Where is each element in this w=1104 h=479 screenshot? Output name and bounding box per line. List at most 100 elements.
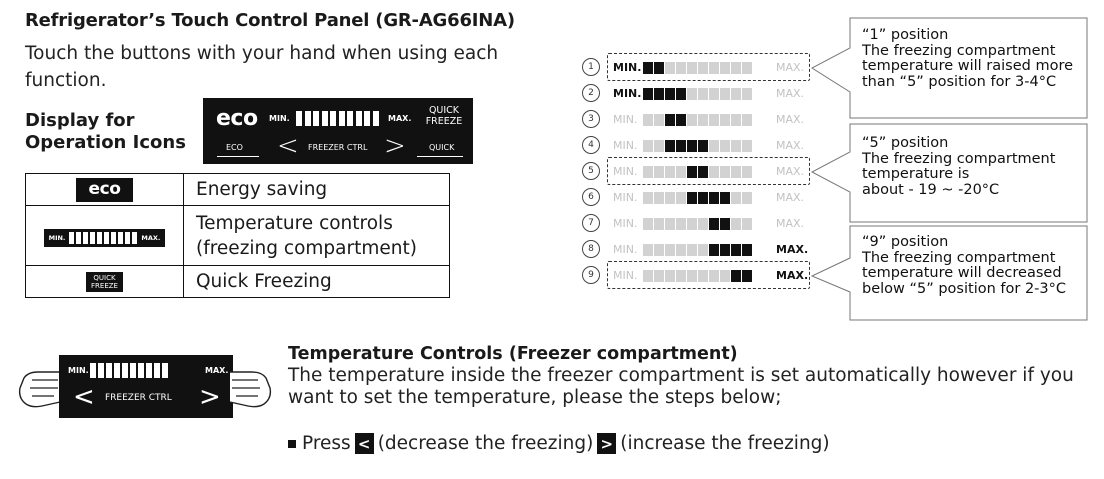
position-segment [654, 166, 664, 178]
bar-segment [138, 363, 144, 378]
position-segment [742, 62, 752, 74]
position-segment [687, 62, 697, 74]
position-segment [720, 62, 730, 74]
position-segment [665, 62, 675, 74]
position-min-label: MIN. [613, 139, 638, 152]
display-heading-line-2: Operation Icons [25, 132, 186, 153]
position-segment [709, 218, 719, 230]
callout-line: “5” position [862, 135, 949, 151]
bar-segment [118, 231, 124, 244]
position-segment [665, 166, 675, 178]
position-segment [720, 192, 730, 204]
press-instruction: Press < (decrease the freezing) > (incre… [288, 433, 830, 454]
position-segment [731, 166, 741, 178]
position-segment [709, 166, 719, 178]
bar-segment [330, 111, 336, 126]
position-segment [665, 192, 675, 204]
position-segment [742, 192, 752, 204]
highlight-box-position-5 [607, 157, 810, 185]
position-segment [720, 270, 730, 282]
quick-freeze-line-2: FREEZE [425, 116, 463, 127]
bar-segment [296, 111, 302, 126]
icon-cell: MIN. MAX. [25, 205, 184, 266]
position-segment [687, 244, 697, 256]
position-number: 8 [582, 240, 600, 258]
position-segment [742, 218, 752, 230]
highlight-box-position-1 [607, 53, 810, 81]
position-number: 1 [582, 58, 600, 76]
display-heading: Display for Operation Icons [25, 110, 186, 154]
position-segments [643, 166, 752, 178]
position-segment [742, 140, 752, 152]
position-segment [676, 166, 686, 178]
bar-segment [106, 363, 112, 378]
position-segment [643, 192, 653, 204]
callout-line: “9” position [862, 234, 949, 250]
position-segment [654, 192, 664, 204]
position-max-label: MAX. [776, 87, 805, 100]
quick-freeze-label: QUICK FREEZE [421, 105, 467, 127]
position-segment [720, 140, 730, 152]
position-segment [709, 244, 719, 256]
icon-cell: QUICK FREEZE [25, 265, 184, 298]
freezer-ctrl-label: FREEZER CTRL [105, 393, 172, 403]
position-segment [676, 62, 686, 74]
position-segment [720, 166, 730, 178]
callout-line: The freezing compartment [862, 249, 1056, 266]
panel-level-bars [296, 111, 379, 126]
position-segment [676, 218, 686, 230]
position-segment [731, 218, 741, 230]
position-segment [654, 218, 664, 230]
bar-segments [69, 231, 138, 244]
position-segment [643, 244, 653, 256]
position-segments [643, 88, 752, 100]
table-row: MIN. MAX. Temperature controls (freezing… [25, 205, 450, 266]
decrease-chevron-icon[interactable]: < [277, 131, 299, 161]
position-max-label: MAX. [776, 61, 805, 74]
position-segment [698, 270, 708, 282]
icon-description: Temperature controls (freezing compartme… [183, 205, 450, 266]
panel-max-label: MAX. [388, 114, 412, 123]
bar-segment [132, 231, 138, 244]
increase-chevron-icon[interactable]: > [199, 382, 221, 412]
position-segment [654, 62, 664, 74]
icon-table: eco Energy saving MIN. MAX. Temperature … [25, 173, 450, 298]
position-segment [698, 166, 708, 178]
position-segments [643, 244, 752, 256]
position-segment [742, 88, 752, 100]
position-segments [643, 62, 752, 74]
position-segments [643, 140, 752, 152]
position-segment [687, 114, 697, 126]
bar-segment [90, 363, 96, 378]
callout-line: about - 19 ~ -20°C [862, 181, 1000, 198]
increase-chevron-icon[interactable]: > [384, 131, 406, 161]
position-segment [731, 114, 741, 126]
position-segments [643, 114, 752, 126]
position-min-label: MIN. [613, 243, 638, 256]
position-segment [709, 88, 719, 100]
bar-segment [347, 111, 353, 126]
display-panel: eco MIN. MAX. QUICK FREEZE ECO < FREEZER… [203, 98, 473, 164]
qf-line-1: QUICK [93, 273, 116, 282]
position-segment [654, 244, 664, 256]
position-max-label: MAX. [776, 243, 809, 256]
position-number: 3 [582, 110, 600, 128]
display-heading-line-1: Display for [25, 110, 135, 131]
callout-position-1: “1” position The freezing compartment te… [862, 27, 1073, 90]
quick-freeze-line-1: QUICK [428, 105, 460, 116]
position-segment [665, 140, 675, 152]
quick-button[interactable]: QUICK [429, 143, 455, 152]
position-max-label: MAX. [776, 113, 805, 126]
section-body: The temperature inside the freezer compa… [288, 365, 1074, 408]
position-segment [687, 166, 697, 178]
position-segment [731, 192, 741, 204]
eco-button[interactable]: ECO [226, 143, 243, 152]
position-segment [676, 140, 686, 152]
position-segment [709, 270, 719, 282]
bar-segment [83, 231, 89, 244]
position-segments [643, 218, 752, 230]
position-segment [676, 114, 686, 126]
position-segment [676, 88, 686, 100]
section-heading: Temperature Controls (Freezer compartmen… [288, 344, 738, 364]
decrease-chevron-icon[interactable]: < [73, 382, 95, 412]
